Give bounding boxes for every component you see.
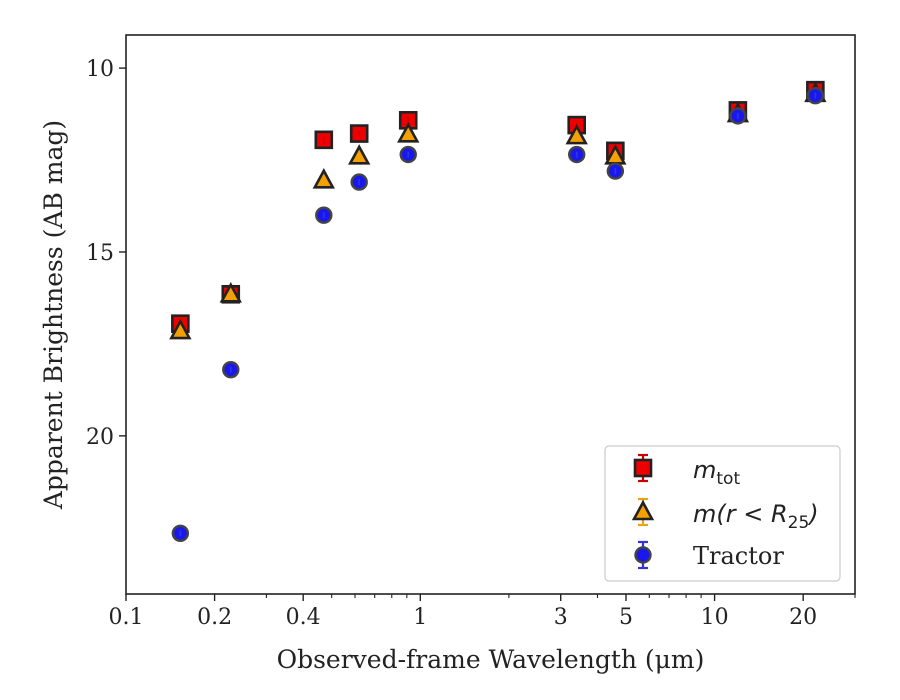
legend: mtot m(r < R25) Tractor bbox=[604, 445, 841, 582]
x-tick-label: 0.1 bbox=[109, 605, 144, 630]
y-tick-label: 10 bbox=[86, 57, 114, 82]
legend-label-mtot: mtot bbox=[693, 456, 740, 489]
x-tick-label: 10 bbox=[701, 605, 729, 630]
legend-mtot-base: m bbox=[693, 456, 716, 484]
legend-mr25-sub: 25 bbox=[788, 513, 810, 533]
legend-markers bbox=[631, 453, 655, 570]
legend-symbol-square bbox=[633, 458, 653, 478]
legend-mr25-main: m(r < R bbox=[693, 500, 788, 528]
legend-box bbox=[604, 445, 841, 582]
x-axis-label: Observed-frame Wavelength (μm) bbox=[277, 645, 705, 674]
y-tick-label: 15 bbox=[86, 241, 114, 266]
series-triangle bbox=[169, 81, 827, 340]
legend-mr25-close: ) bbox=[807, 500, 818, 528]
x-tick-label: 3 bbox=[554, 605, 568, 630]
legend-marker-square bbox=[633, 453, 653, 483]
x-tick-label: 5 bbox=[619, 605, 633, 630]
x-tick-label: 20 bbox=[789, 605, 817, 630]
y-axis-label: Apparent Brightness (AB mag) bbox=[39, 120, 68, 510]
x-tick-label: 0.4 bbox=[286, 605, 321, 630]
legend-marker-circle bbox=[634, 540, 652, 570]
y-tick-label: 20 bbox=[86, 425, 114, 450]
series-circle bbox=[171, 86, 825, 543]
points-layer bbox=[169, 80, 827, 543]
legend-mtot-sub: tot bbox=[716, 469, 740, 489]
x-tick-label: 0.2 bbox=[197, 605, 232, 630]
legend-marker-triangle bbox=[631, 497, 655, 527]
legend-label-mr25: m(r < R25) bbox=[693, 500, 819, 533]
x-tick-label: 1 bbox=[413, 605, 427, 630]
legend-symbol-circle bbox=[634, 546, 652, 564]
legend-symbol-triangle bbox=[631, 499, 655, 521]
plot-frame bbox=[125, 34, 856, 595]
ticks-layer: 0.1 0.2 0.4 1 3 5 10 20 10 15 20 bbox=[86, 57, 856, 630]
legend-label-tractor: Tractor bbox=[693, 542, 784, 570]
